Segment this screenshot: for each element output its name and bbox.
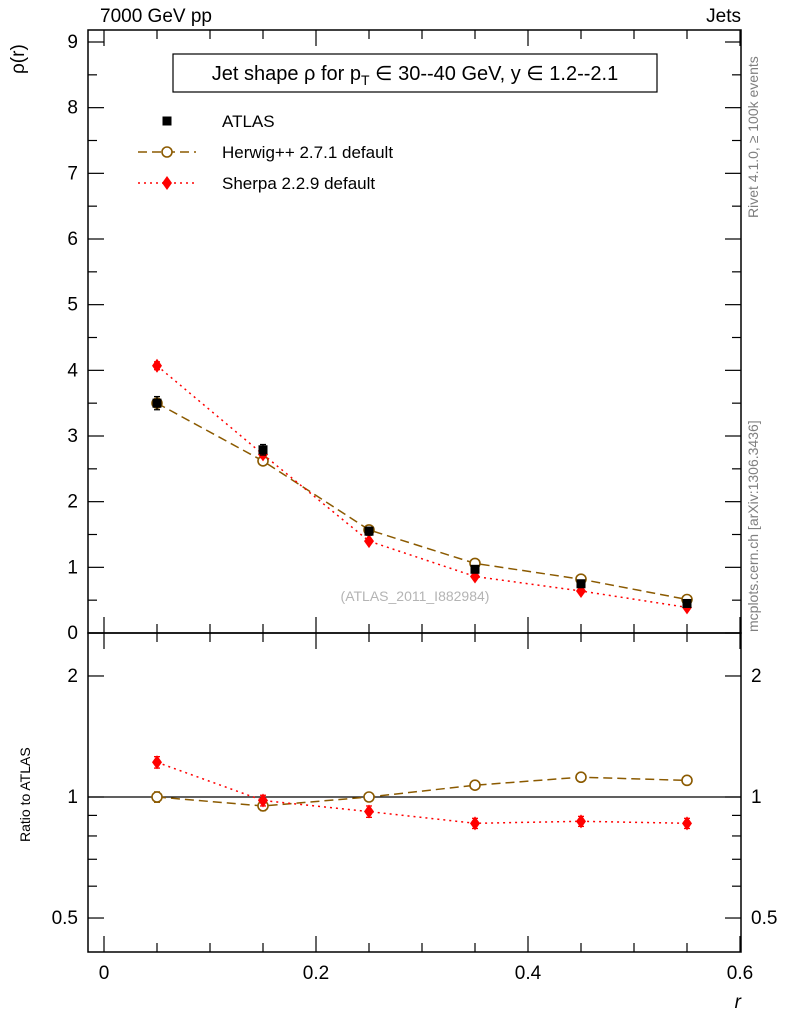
analysis-id-watermark: (ATLAS_2011_I882984) bbox=[341, 588, 490, 604]
legend: ATLAS Herwig++ 2.7.1 default Sherpa 2.2.9 … bbox=[138, 112, 393, 193]
svg-text:0.5: 0.5 bbox=[52, 908, 78, 929]
svg-text:0: 0 bbox=[99, 963, 110, 984]
ratio-y-axis-label: Ratio to ATLAS bbox=[17, 747, 33, 842]
ratio-panel-data bbox=[88, 755, 741, 831]
header-observable-label: Jets bbox=[706, 6, 741, 27]
ratio-series-sherpa-2-2-9-default bbox=[152, 755, 692, 831]
legend-label: ATLAS bbox=[222, 112, 275, 131]
axis-tick-labels: 0 1 2 3 4 5 6 7 8 9 0 0.2 0.4 0.6 0.5 0.5 1 1 2 2 bbox=[52, 32, 778, 984]
plot-title: Jet shape ρ for pT ∈ 30--40 GeV, y ∈ 1.2… bbox=[172, 53, 658, 93]
svg-text:2: 2 bbox=[67, 492, 78, 513]
svg-text:1: 1 bbox=[67, 787, 78, 808]
ratio-series-herwig-2-7-1-default bbox=[151, 771, 693, 812]
svg-text:0.6: 0.6 bbox=[727, 963, 753, 984]
svg-text:0: 0 bbox=[67, 623, 78, 644]
svg-text:7: 7 bbox=[67, 163, 78, 184]
y-axis-label: ρ(r) bbox=[8, 44, 29, 74]
svg-text:3: 3 bbox=[67, 426, 78, 447]
ratio-panel-frame bbox=[87, 632, 742, 953]
main-series-sherpa-2-2-9-default bbox=[152, 358, 692, 615]
svg-text:9: 9 bbox=[67, 32, 78, 53]
plot-title-text: Jet shape ρ for pT ∈ 30--40 GeV, y ∈ 1.2… bbox=[212, 63, 618, 88]
svg-text:2: 2 bbox=[751, 666, 762, 687]
svg-text:5: 5 bbox=[67, 295, 78, 316]
legend-label: Herwig++ 2.7.1 default bbox=[222, 143, 393, 162]
rivet-version-note: Rivet 4.1.0, ≥ 100k events bbox=[745, 56, 761, 218]
svg-text:6: 6 bbox=[67, 229, 78, 250]
mcplots-arxiv-note: mcplots.cern.ch [arXiv:1306.3436] bbox=[745, 420, 761, 632]
legend-item-herwig-2-7-1-default: Herwig++ 2.7.1 default bbox=[138, 143, 393, 162]
svg-text:1: 1 bbox=[751, 787, 762, 808]
legend-label: Sherpa 2.2.9 default bbox=[222, 174, 375, 193]
svg-text:8: 8 bbox=[67, 98, 78, 119]
main-series-atlas bbox=[152, 395, 692, 608]
header-beam-label: 7000 GeV pp bbox=[100, 6, 212, 27]
svg-text:0.4: 0.4 bbox=[515, 963, 542, 984]
svg-text:0.2: 0.2 bbox=[303, 963, 329, 984]
main-panel-frame bbox=[87, 29, 742, 634]
svg-text:0.5: 0.5 bbox=[751, 908, 777, 929]
legend-item-atlas: ATLAS bbox=[162, 112, 275, 131]
main-panel-data bbox=[151, 358, 693, 615]
main-series-herwig-2-7-1-default bbox=[151, 397, 693, 606]
plot-layers: 0 1 2 3 4 5 6 7 8 9 0 0.2 0.4 0.6 0.5 0.5 1 1 2 2 Jet shape … bbox=[52, 29, 778, 984]
svg-text:2: 2 bbox=[67, 666, 78, 687]
axis-ticks bbox=[88, 30, 741, 952]
legend-item-sherpa-2-2-9-default: Sherpa 2.2.9 default bbox=[138, 174, 375, 193]
svg-text:1: 1 bbox=[67, 557, 78, 578]
x-axis-label: r bbox=[735, 992, 742, 1013]
svg-text:4: 4 bbox=[67, 360, 78, 381]
